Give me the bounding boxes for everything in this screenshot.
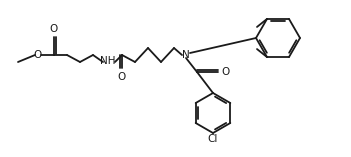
- Text: O: O: [222, 67, 230, 77]
- Text: O: O: [50, 24, 58, 34]
- Text: NH: NH: [100, 56, 116, 66]
- Text: O: O: [34, 50, 42, 60]
- Text: N: N: [182, 50, 190, 60]
- Text: O: O: [118, 72, 126, 82]
- Text: Cl: Cl: [208, 134, 218, 144]
